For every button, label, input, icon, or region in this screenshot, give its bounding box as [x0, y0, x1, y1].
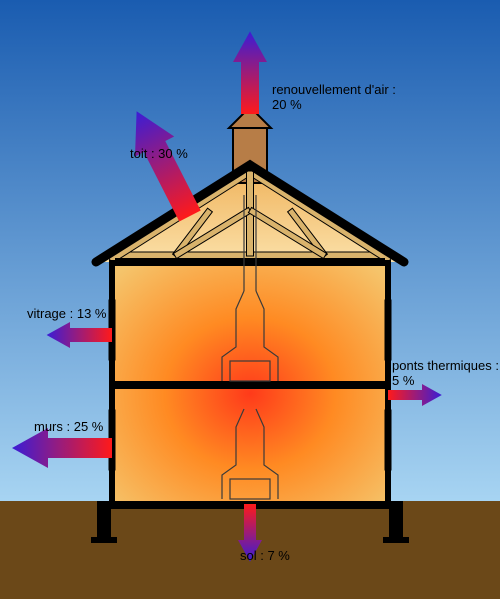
label-murs: murs : 25 %: [34, 419, 104, 434]
label-toit: toit : 30 %: [130, 146, 188, 161]
label-sol: sol : 7 %: [240, 548, 290, 563]
label-vitrage: vitrage : 13 %: [27, 306, 107, 321]
heat-loss-diagram: renouvellement d'air :20 %toit : 30 %vit…: [0, 0, 500, 599]
